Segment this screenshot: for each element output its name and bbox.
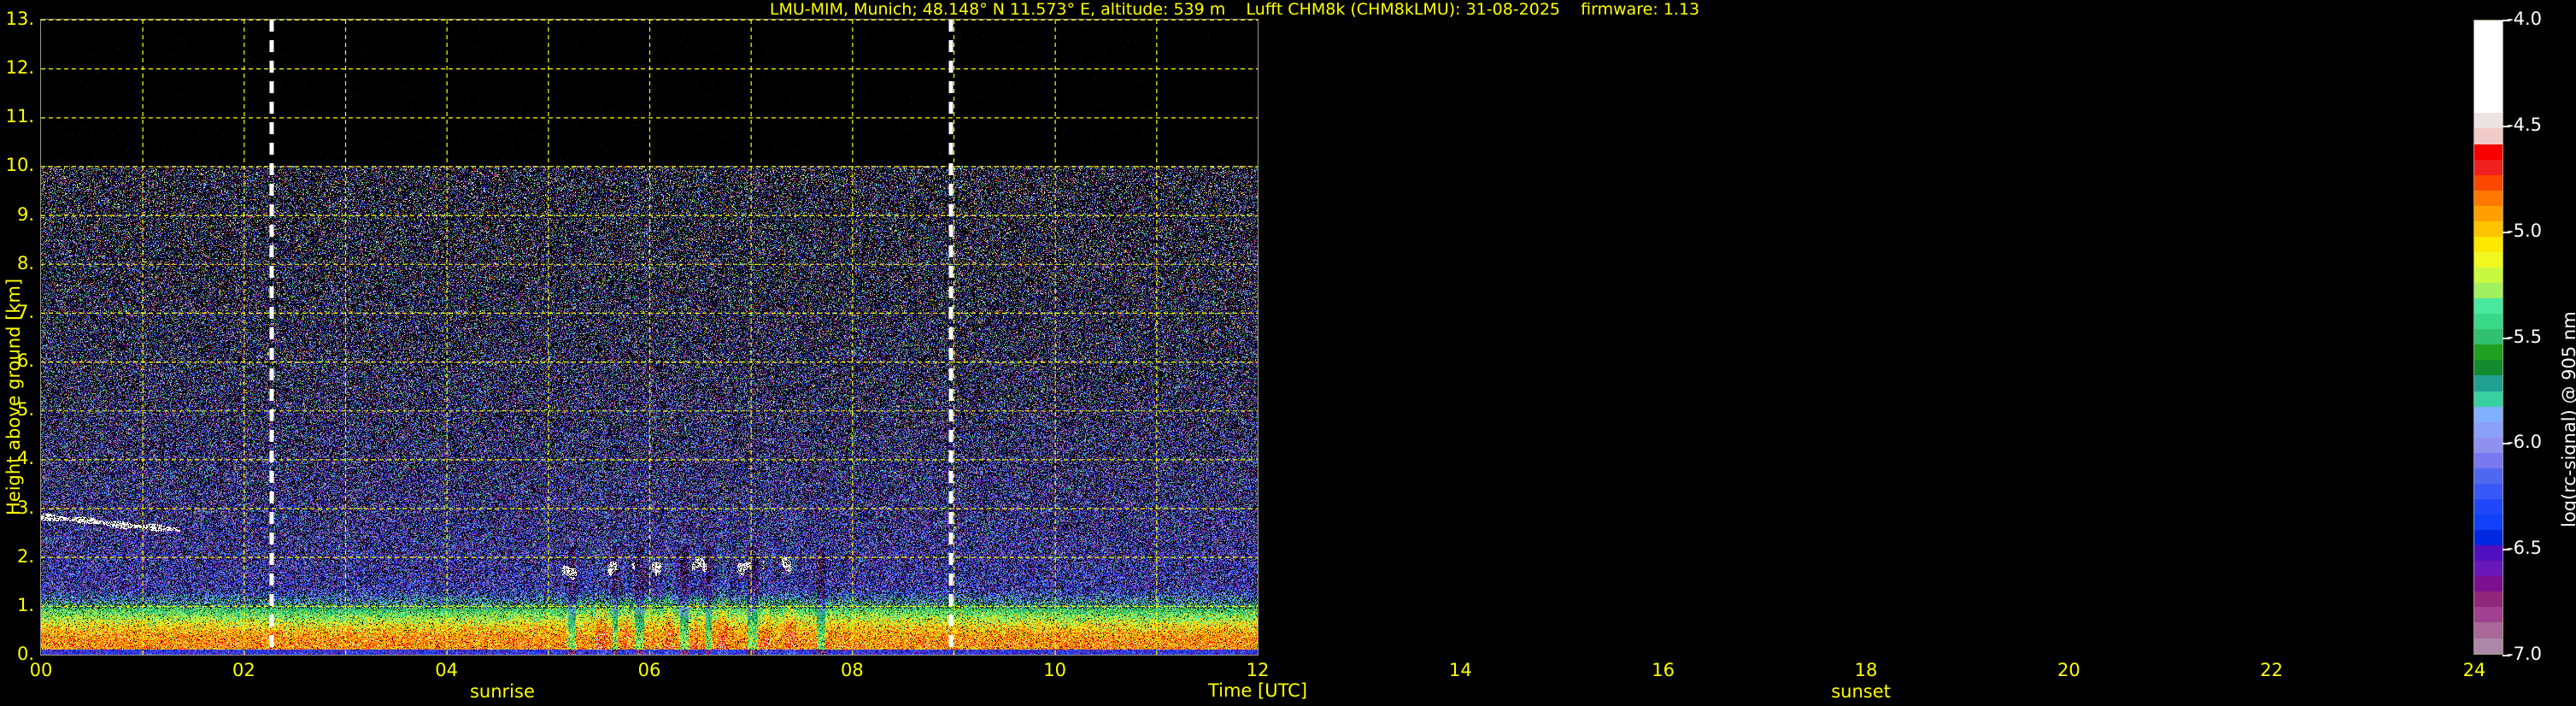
x-tick-label: 02 [232, 660, 255, 680]
y-tick-label: 1. [16, 594, 34, 615]
colorbar-segment [2474, 437, 2503, 453]
colorbar-segment [2474, 174, 2503, 191]
colorbar-segment [2474, 561, 2503, 577]
colorbar-segment [2474, 622, 2503, 638]
colorbar [2473, 20, 2503, 655]
colorbar-segment [2474, 67, 2503, 83]
x-tick-label: 10 [1043, 660, 1067, 680]
colorbar-segment [2474, 298, 2503, 315]
x-tick-label: 18 [1854, 660, 1878, 680]
colorbar-segment [2474, 113, 2503, 129]
x-tick-label: 00 [29, 660, 53, 680]
colorbar-tick-label: -6.0 [2507, 432, 2542, 453]
colorbar-segment [2474, 452, 2503, 468]
colorbar-segment [2474, 344, 2503, 361]
colorbar-tick-label: -5.5 [2507, 326, 2542, 347]
y-tick-label: 9. [16, 203, 34, 225]
heatmap-area [41, 20, 1258, 655]
colorbar-segment [2474, 190, 2503, 206]
colorbar-segment [2474, 314, 2503, 330]
colorbar-segment [2474, 128, 2503, 144]
y-tick-label: 12. [5, 57, 34, 79]
colorbar-segment [2474, 483, 2503, 499]
colorbar-tick-mark [2503, 125, 2510, 127]
colorbar-segment [2474, 576, 2503, 592]
x-tick-label: 12 [1246, 660, 1270, 680]
colorbar-tick-label: -5.0 [2507, 220, 2542, 241]
colorbar-tick-mark [2503, 549, 2510, 551]
y-axis-title: Height above ground [km] [3, 278, 24, 515]
y-tick-label: 3. [16, 497, 34, 518]
colorbar-segment [2474, 530, 2503, 546]
colorbar-title: log(rc-signal) @ 905 nm [2559, 311, 2576, 528]
colorbar-segment [2474, 283, 2503, 299]
colorbar-segment [2474, 515, 2503, 531]
colorbar-tick-label: -4.0 [2507, 9, 2542, 29]
y-tick-label: 4. [16, 448, 34, 469]
annotation-sunrise-label: sunrise [469, 681, 535, 702]
colorbar-tick-mark [2503, 231, 2510, 233]
colorbar-segment [2474, 82, 2503, 98]
colorbar-segment [2474, 205, 2503, 221]
colorbar-segment [2474, 591, 2503, 608]
x-tick-label: 08 [840, 660, 864, 680]
colorbar-segment [2474, 468, 2503, 484]
annotation-sunset-label: sunset [1831, 681, 1891, 702]
backscatter-heatmap [41, 20, 1258, 655]
colorbar-tick-mark [2503, 20, 2510, 21]
colorbar-segment [2474, 51, 2503, 68]
y-tick-label: 2. [16, 545, 34, 567]
figure-title: LMU-MIM, Munich; 48.148° N 11.573° E, al… [769, 0, 1700, 19]
colorbar-segment [2474, 638, 2503, 654]
colorbar-segment [2474, 21, 2503, 37]
colorbar-segment [2474, 97, 2503, 114]
colorbar-tick-label: -7.0 [2507, 644, 2542, 664]
colorbar-segment [2474, 251, 2503, 268]
x-tick-label: 20 [2057, 660, 2080, 680]
colorbar-segment [2474, 360, 2503, 376]
x-tick-label: 16 [1652, 660, 1675, 680]
colorbar-tick-mark [2503, 337, 2510, 339]
colorbar-segment [2474, 236, 2503, 252]
y-tick-label: 8. [16, 252, 34, 274]
colorbar-segment [2474, 329, 2503, 345]
y-tick-label: 13. [5, 9, 34, 29]
colorbar-segment [2474, 607, 2503, 623]
colorbar-segment [2474, 498, 2503, 515]
colorbar-segment [2474, 268, 2503, 284]
colorbar-tick-mark [2503, 655, 2510, 656]
colorbar-segment [2474, 36, 2503, 52]
colorbar-segment [2474, 159, 2503, 175]
y-tick-label: 0. [16, 644, 34, 664]
x-tick-label: 06 [637, 660, 661, 680]
x-tick-label: 24 [2462, 660, 2486, 680]
x-tick-label: 22 [2260, 660, 2284, 680]
x-axis-title: Time [UTC] [1207, 680, 1308, 701]
colorbar-segment [2474, 406, 2503, 422]
colorbar-segment [2474, 391, 2503, 407]
colorbar-segment [2474, 375, 2503, 391]
colorbar-tick-mark [2503, 443, 2510, 445]
colorbar-tick-label: -6.5 [2507, 538, 2542, 559]
colorbar-segment [2474, 545, 2503, 562]
y-tick-label: 10. [5, 155, 34, 176]
colorbar-segment [2474, 421, 2503, 438]
colorbar-segment [2474, 144, 2503, 160]
x-tick-label: 04 [435, 660, 459, 680]
y-tick-label: 11. [5, 106, 34, 127]
y-tick-label: 7. [16, 301, 34, 322]
y-tick-label: 6. [16, 350, 34, 372]
colorbar-tick-label: -4.5 [2507, 114, 2542, 135]
y-tick-label: 5. [16, 399, 34, 421]
x-tick-label: 14 [1448, 660, 1472, 680]
colorbar-segment [2474, 221, 2503, 237]
